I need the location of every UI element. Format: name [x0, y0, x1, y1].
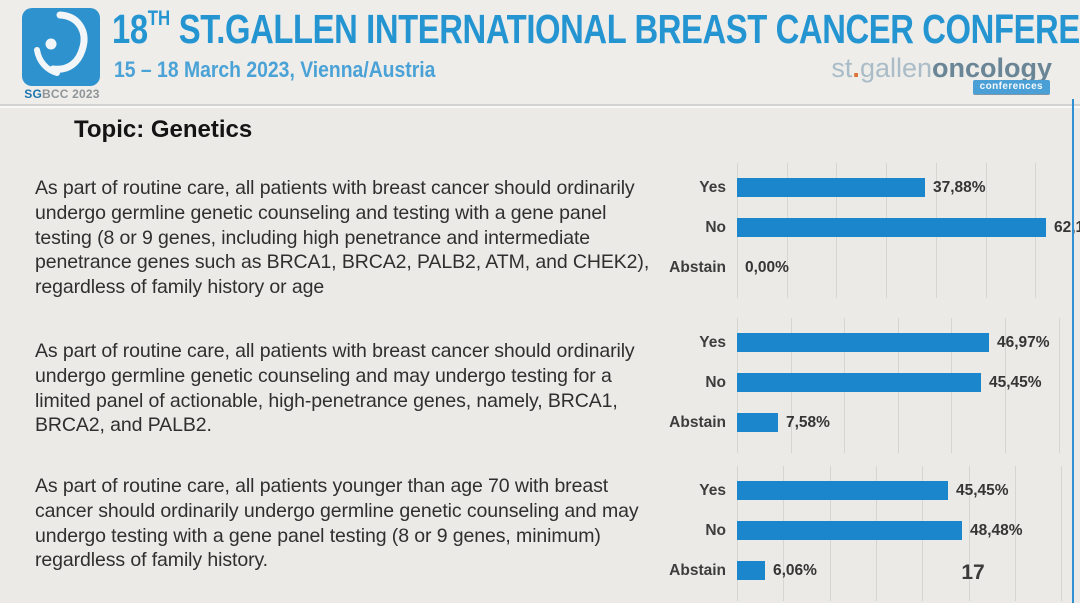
bar-category-label: Abstain: [669, 414, 726, 431]
question-text-3: As part of routine care, all patients yo…: [35, 475, 639, 572]
header-separator-highlight: [0, 106, 1080, 108]
header-separator: [0, 104, 1080, 106]
gridline: [1061, 466, 1063, 601]
conference-title: 18TH ST.GALLEN INTERNATIONAL BREAST CANC…: [112, 6, 1080, 53]
title-prefix: 18: [112, 6, 148, 52]
bar-category-label: No: [705, 219, 726, 236]
logo-caption-bcc: BCC 2023: [42, 87, 100, 101]
vote-chart-1: 37,88% 62,12% 0,00% Yes No Abstain: [640, 163, 1080, 298]
chart-plot-area: 45,45% 48,48% 6,06%: [737, 466, 1080, 601]
bar-value-label: 37,88%: [933, 179, 986, 196]
bar-value-label: 48,48%: [970, 522, 1023, 539]
bar-category-label: Abstain: [669, 562, 726, 579]
bar-value-label: 46,97%: [997, 334, 1050, 351]
bar-category-label: Abstain: [669, 259, 726, 276]
brand-st: st: [831, 53, 853, 83]
chart-plot-area: 46,97% 45,45% 7,58%: [737, 318, 1080, 453]
bar-value-label: 7,58%: [786, 414, 830, 431]
stgallen-oncology-logo: st.gallenoncology: [831, 55, 1052, 82]
topic-title: Topic: Genetics: [74, 116, 253, 143]
brand-gallen: gallen: [859, 53, 932, 83]
bar-category-label: No: [705, 522, 726, 539]
bar-category-label: No: [705, 374, 726, 391]
bar-value-label: 45,45%: [989, 374, 1042, 391]
conference-subtitle: 15 – 18 March 2023, Vienna/Austria: [114, 57, 436, 82]
gridline: [1015, 466, 1017, 601]
bar-category-label: Yes: [699, 334, 726, 351]
gridline: [1004, 318, 1006, 453]
vote-bar: [737, 521, 962, 540]
bar-value-label: 0,00%: [745, 259, 789, 276]
question-text-2: As part of routine care, all patients wi…: [35, 340, 635, 437]
bar-value-label: 62,12%: [1054, 219, 1080, 236]
bar-category-label: Yes: [699, 179, 726, 196]
vote-bar: [737, 561, 765, 580]
title-ordinal: TH: [147, 7, 171, 30]
vote-bar: [737, 373, 981, 392]
chart-plot-area: 37,88% 62,12% 0,00%: [737, 163, 1080, 298]
vote-chart-2: 46,97% 45,45% 7,58% Yes No Abstain: [640, 318, 1080, 453]
page-number: 17: [961, 561, 985, 584]
vote-bar: [737, 178, 925, 197]
logo-caption-sg: SG: [24, 87, 43, 101]
vote-bar: [737, 481, 948, 500]
header: [0, 0, 1080, 104]
bar-value-label: 45,45%: [956, 482, 1009, 499]
brand-conferences-badge: conferences: [972, 80, 1050, 95]
vote-bar: [737, 333, 989, 352]
title-rest: ST.GALLEN INTERNATIONAL BREAST CANCER CO…: [178, 6, 1080, 52]
bar-category-label: Yes: [699, 482, 726, 499]
right-edge-line: [1072, 99, 1074, 603]
vote-bar: [737, 218, 1046, 237]
gridline: [968, 466, 970, 601]
bar-value-label: 6,06%: [773, 562, 817, 579]
question-text-1: As part of routine care, all patients wi…: [35, 177, 650, 298]
brand-orange-dot: .: [852, 53, 860, 83]
sgbcc-logo-icon: [22, 8, 100, 86]
vote-chart-3: 45,45% 48,48% 6,06% Yes No Abstain: [640, 466, 1080, 601]
brand-oncology: oncology: [932, 53, 1052, 83]
gridline: [1058, 318, 1060, 453]
vote-bar: [737, 413, 778, 432]
sgbcc-logo-caption: SGBCC 2023: [18, 87, 106, 101]
